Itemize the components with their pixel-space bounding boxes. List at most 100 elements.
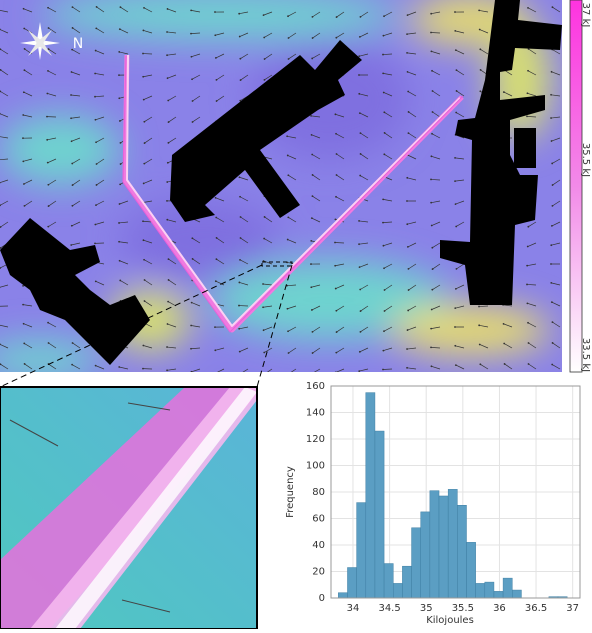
wind-arrow-head — [312, 174, 314, 176]
wind-arrow-head — [238, 282, 240, 284]
wind-arrow-head — [119, 280, 121, 282]
wind-arrow-head — [479, 363, 481, 365]
wind-arrow-head — [479, 48, 481, 50]
wind-arrow-head — [263, 238, 265, 240]
wind-arrow-head — [288, 37, 290, 39]
wind-arrow-head — [190, 33, 192, 35]
wind-arrow-head — [46, 93, 48, 95]
wind-arrow — [335, 242, 344, 243]
wind-arrow-head — [264, 79, 266, 81]
wind-arrow-head — [22, 114, 24, 116]
wind-arrow-head — [118, 241, 120, 243]
wind-arrow-head — [431, 289, 433, 291]
wind-arrow-head — [264, 58, 266, 60]
x-tick-label: 34.5 — [378, 603, 400, 614]
wind-arrow-head — [287, 216, 289, 218]
wind-arrow-head — [334, 218, 336, 220]
wind-arrow-head — [335, 133, 337, 135]
wind-arrow-head — [47, 184, 49, 186]
wind-arrow-head — [238, 305, 240, 307]
wind-arrow-head — [407, 310, 409, 312]
wind-arrow-head — [168, 121, 170, 123]
wind-arrow-head — [190, 348, 192, 350]
wind-arrow-head — [48, 205, 50, 207]
wind-arrow-head — [22, 160, 24, 162]
wind-arrow-head — [119, 28, 121, 30]
wind-arrow-head — [407, 14, 409, 16]
wind-arrow-head — [214, 349, 216, 351]
wind-arrow-head — [238, 13, 240, 15]
wind-arrow-head — [454, 11, 456, 13]
wind-arrow-head — [190, 325, 192, 327]
wind-arrow-head — [143, 239, 145, 241]
wind-arrow-head — [142, 76, 144, 78]
wind-arrow-head — [240, 216, 242, 218]
wind-arrow-head — [526, 115, 528, 117]
wind-arrow-head — [240, 237, 242, 239]
wind-arrow-head — [455, 112, 457, 114]
wind-arrow-head — [23, 28, 25, 30]
wind-arrow-head — [551, 225, 553, 227]
wind-arrow-head — [432, 111, 434, 113]
wind-arrow-head — [95, 204, 97, 206]
wind-arrow-head — [430, 32, 432, 34]
bar — [430, 491, 439, 598]
wind-arrow-head — [48, 27, 50, 29]
wind-arrow-head — [190, 10, 192, 12]
wind-arrow-head — [239, 373, 241, 375]
x-axis-label: Kilojoules — [426, 615, 474, 626]
wind-arrow-head — [264, 216, 266, 218]
wind-arrow-head — [431, 309, 433, 311]
wind-arrow-head — [503, 91, 505, 93]
wind-arrow-head — [119, 120, 121, 122]
wind-arrow-head — [455, 49, 457, 51]
wind-arrow-head — [142, 368, 144, 370]
wind-arrow-head — [47, 162, 49, 164]
wind-arrow-head — [94, 96, 96, 98]
wind-arrow-head — [528, 342, 530, 344]
wind-arrow-head — [479, 90, 481, 92]
wind-arrow-head — [144, 300, 146, 302]
wind-arrow-head — [22, 304, 24, 306]
wind-arrow-head — [503, 343, 505, 345]
wind-arrow-head — [310, 263, 312, 265]
wind-arrow-head — [478, 10, 480, 12]
compass-label: N — [73, 36, 83, 52]
wind-arrow-head — [72, 6, 74, 8]
wind-arrow-head — [383, 245, 385, 247]
wind-arrow-head — [239, 58, 241, 60]
wind-arrow-head — [264, 373, 266, 375]
wind-arrow-head — [334, 242, 336, 244]
y-tick-label: 0 — [319, 593, 325, 604]
wind-arrow-head — [336, 153, 338, 155]
wind-arrow-head — [215, 217, 217, 219]
wind-arrow-head — [431, 247, 433, 249]
wind-arrow-head — [454, 326, 456, 328]
wind-arrow-head — [335, 196, 337, 198]
bar — [439, 496, 448, 598]
wind-arrow-head — [118, 366, 120, 368]
y-axis-label: Frequency — [285, 466, 296, 518]
wind-arrow-head — [144, 142, 146, 144]
wind-arrow-head — [383, 15, 385, 17]
wind-arrow-head — [455, 226, 457, 228]
wind-arrow-head — [263, 37, 265, 39]
bar — [421, 512, 430, 598]
wind-arrow-head — [550, 117, 552, 119]
wind-arrow-head — [407, 71, 409, 73]
wind-arrow-head — [287, 330, 289, 332]
wind-arrow-head — [262, 306, 264, 308]
wind-arrow-head — [191, 56, 193, 58]
wind-arrow-head — [287, 308, 289, 310]
wind-arrow-head — [431, 133, 433, 135]
wind-arrow-head — [384, 310, 386, 312]
wind-arrow-head — [384, 289, 386, 291]
wind-arrow-head — [383, 153, 385, 155]
wind-arrow-head — [478, 306, 480, 308]
wind-arrow-head — [239, 176, 241, 178]
wind-arrow-head — [118, 97, 120, 99]
wind-arrow-head — [168, 142, 170, 144]
wind-arrow-head — [94, 242, 96, 244]
wind-arrow-head — [167, 100, 169, 102]
